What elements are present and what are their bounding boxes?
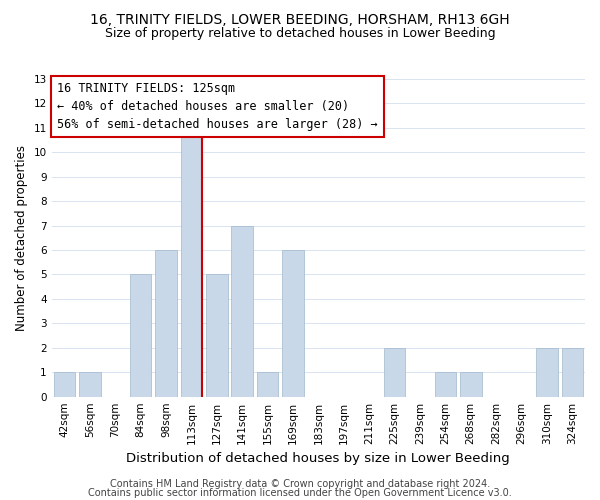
Bar: [232, 226, 253, 396]
Text: 16 TRINITY FIELDS: 125sqm
← 40% of detached houses are smaller (20)
56% of semi-: 16 TRINITY FIELDS: 125sqm ← 40% of detac…: [57, 82, 377, 131]
Bar: [130, 274, 151, 396]
Bar: [460, 372, 482, 396]
Bar: [79, 372, 101, 396]
Bar: [384, 348, 406, 397]
Text: 16, TRINITY FIELDS, LOWER BEEDING, HORSHAM, RH13 6GH: 16, TRINITY FIELDS, LOWER BEEDING, HORSH…: [90, 12, 510, 26]
Bar: [53, 372, 75, 396]
Bar: [155, 250, 177, 396]
Bar: [536, 348, 557, 397]
Bar: [181, 128, 202, 396]
Bar: [562, 348, 583, 397]
Text: Size of property relative to detached houses in Lower Beeding: Size of property relative to detached ho…: [104, 28, 496, 40]
Bar: [282, 250, 304, 396]
Bar: [206, 274, 227, 396]
Bar: [257, 372, 278, 396]
Text: Contains HM Land Registry data © Crown copyright and database right 2024.: Contains HM Land Registry data © Crown c…: [110, 479, 490, 489]
X-axis label: Distribution of detached houses by size in Lower Beeding: Distribution of detached houses by size …: [127, 452, 510, 465]
Bar: [434, 372, 456, 396]
Text: Contains public sector information licensed under the Open Government Licence v3: Contains public sector information licen…: [88, 488, 512, 498]
Y-axis label: Number of detached properties: Number of detached properties: [15, 145, 28, 331]
